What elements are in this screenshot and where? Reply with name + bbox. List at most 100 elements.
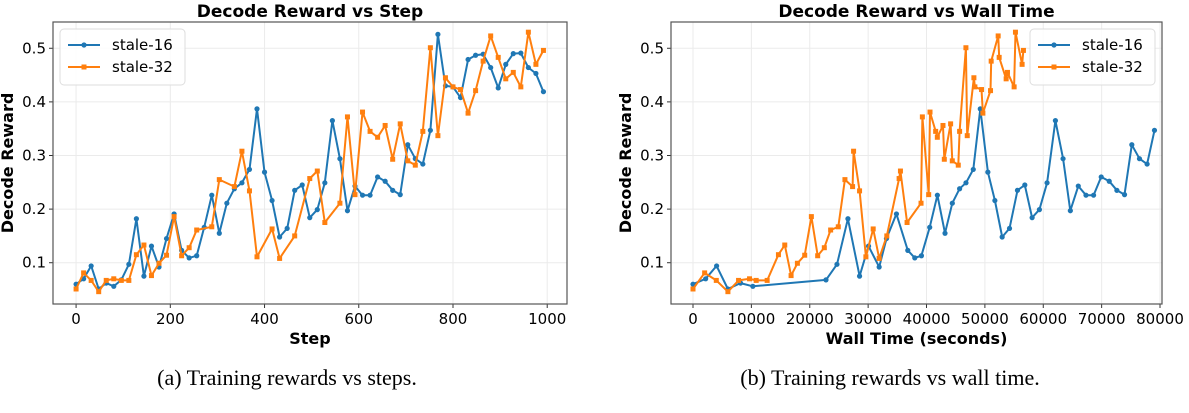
data-point-stale-16 <box>1144 161 1150 167</box>
data-point-stale-16 <box>284 225 290 232</box>
data-point-stale-16 <box>299 182 305 188</box>
data-point-stale-32 <box>808 214 814 220</box>
data-point-stale-16 <box>261 169 268 175</box>
data-point-stale-32 <box>435 133 441 139</box>
data-point-stale-32 <box>1004 69 1010 75</box>
data-point-stale-32 <box>292 233 298 239</box>
data-point-stale-32 <box>495 54 501 60</box>
data-point-stale-32 <box>794 260 800 266</box>
data-point-stale-32 <box>876 255 882 261</box>
y-tick-label: 0.3 <box>22 146 46 164</box>
data-point-stale-16 <box>111 283 117 289</box>
data-point-stale-32 <box>713 277 719 283</box>
x-tick-label: 600 <box>344 310 373 328</box>
axes-frame <box>52 21 568 305</box>
x-tick-label: 30000 <box>844 310 892 328</box>
data-point-stale-32 <box>405 158 411 164</box>
data-point-stale-32 <box>971 75 977 81</box>
chart-reward-vs-step: 0 200 400 600 800 1000 0.1 0.2 0.3 0.4 0.5 Decode R… <box>0 2 568 348</box>
data-point-stale-16 <box>148 243 155 249</box>
data-point-stale-16 <box>1106 178 1112 184</box>
data-point-stale-32 <box>141 242 147 248</box>
data-point-stale-16 <box>1036 207 1043 213</box>
data-point-stale-16 <box>292 187 298 193</box>
data-point-stale-16 <box>390 187 396 193</box>
data-point-stale-16 <box>367 192 373 198</box>
data-point-stale-32 <box>473 88 479 94</box>
x-tick-label: 50000 <box>961 310 1009 328</box>
data-point-stale-32 <box>375 134 381 140</box>
data-point-stale-32 <box>307 176 313 182</box>
axes-frame <box>670 21 1163 305</box>
data-point-stale-16 <box>186 255 192 261</box>
data-point-stale-32 <box>764 277 770 283</box>
data-point-stale-16 <box>1006 225 1013 232</box>
x-tick-label: 800 <box>439 310 468 328</box>
data-point-stale-32 <box>540 47 546 53</box>
data-point-stale-32 <box>322 220 328 226</box>
data-point-stale-32 <box>926 192 932 198</box>
data-point-stale-16 <box>359 192 366 198</box>
data-point-stale-16 <box>942 230 948 236</box>
chart-title: Decode Reward vs Wall Time <box>778 2 1054 22</box>
data-point-stale-16 <box>1090 192 1097 198</box>
data-point-stale-32 <box>412 162 418 168</box>
data-point-stale-16 <box>1129 142 1135 148</box>
data-point-stale-16 <box>375 174 381 180</box>
data-point-stale-32 <box>231 184 237 190</box>
data-point-stale-32 <box>857 188 863 194</box>
data-point-stale-32 <box>788 273 794 279</box>
data-point-stale-32 <box>420 128 426 134</box>
data-point-stale-32 <box>103 277 109 283</box>
data-point-stale-16 <box>397 192 403 198</box>
x-tick-label: 10000 <box>728 310 776 328</box>
data-point-stale-32 <box>156 260 162 266</box>
data-point-stale-32 <box>510 69 516 75</box>
data-point-stale-16 <box>382 178 388 184</box>
data-point-stale-16 <box>88 263 94 269</box>
legend-label-stale-16: stale-16 <box>112 36 173 54</box>
caption-a: (a) Training rewards vs steps. <box>157 365 417 390</box>
data-point-stale-32 <box>518 84 524 90</box>
data-point-stale-16 <box>224 200 230 206</box>
x-tick-label: 200 <box>156 310 185 328</box>
data-point-stale-32 <box>88 277 94 283</box>
x-tick-label: 60000 <box>1019 310 1067 328</box>
data-point-stale-32 <box>980 110 986 116</box>
y-axis-label: Decode Reward <box>616 93 635 234</box>
data-point-stale-16 <box>314 207 320 213</box>
data-point-stale-32 <box>133 252 139 258</box>
x-tick-label: 400 <box>250 310 279 328</box>
legend-label-stale-16: stale-16 <box>1082 36 1143 54</box>
data-point-stale-32 <box>948 121 954 127</box>
data-point-stale-16 <box>405 142 411 148</box>
data-point-stale-16 <box>254 106 260 112</box>
data-point-stale-16 <box>992 197 998 204</box>
data-point-stale-32 <box>863 254 869 260</box>
y-tick-label: 0.4 <box>22 93 46 111</box>
data-point-stale-16 <box>1014 187 1021 193</box>
data-point-stale-32 <box>1019 61 1025 67</box>
chart-reward-vs-walltime: 0 10000 20000 30000 40000 50000 60000 70000 8000… <box>616 2 1184 348</box>
data-point-stale-16 <box>823 277 829 283</box>
data-point-stale-32 <box>949 158 955 164</box>
data-point-stale-16 <box>834 261 840 267</box>
data-point-stale-32 <box>503 76 509 82</box>
data-point-stale-32 <box>239 148 245 154</box>
data-point-stale-16 <box>845 216 851 222</box>
data-point-stale-32 <box>963 45 969 51</box>
data-point-stale-16 <box>856 273 863 279</box>
data-point-stale-16 <box>1083 192 1089 198</box>
data-point-stale-16 <box>473 52 479 58</box>
x-tick-label: 80000 <box>1136 310 1184 328</box>
data-point-stale-32 <box>904 220 910 226</box>
data-point-stale-16 <box>927 224 933 230</box>
data-point-stale-32 <box>148 273 154 279</box>
data-point-stale-16 <box>141 273 147 279</box>
data-point-stale-16 <box>703 276 709 282</box>
data-point-stale-32 <box>126 277 132 283</box>
x-tick-label: 40000 <box>903 310 951 328</box>
data-point-stale-16 <box>246 166 253 173</box>
data-point-stale-16 <box>1022 182 1028 188</box>
x-tick-label: 70000 <box>1078 310 1126 328</box>
